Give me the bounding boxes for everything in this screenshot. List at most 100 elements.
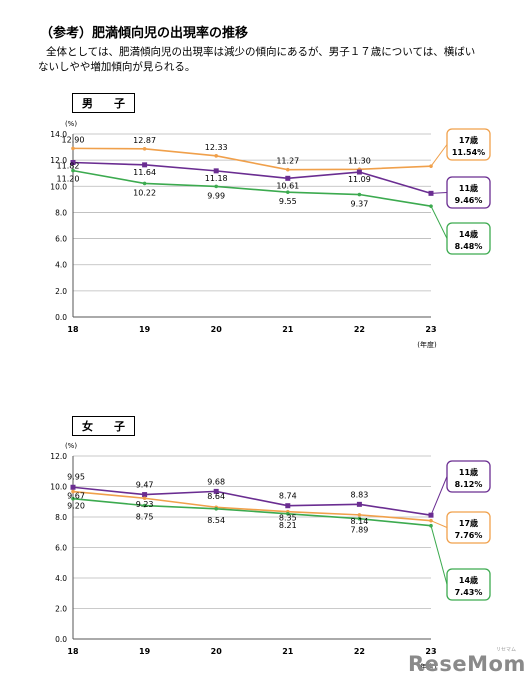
resemom-watermark-sub: リセマム [496,647,517,653]
girls-series-age11-point [142,492,148,498]
boys-series-age14-point [71,168,75,173]
boys-series-age11-point [142,162,148,168]
boys-series-age11-data-label: 11.09 [348,175,371,184]
girls-x-tick-label: 18 [67,647,79,656]
girls-series-age17-point [357,513,362,517]
boys-line-chart: 0.0 2.0 4.0 6.0 8.0 10.0 12.0 14.0 (%) (年度) 18 19 20… [50,120,491,349]
girls-series-age11-data-label: 8.74 [279,492,297,501]
page-heading: （参考）肥満傾向児の出現率の推移 [40,26,249,41]
boys-y-tick-label: 12.0 [50,156,67,165]
boys-y-tick-label: 14.0 [50,130,67,139]
boys-callout-age11-value: 9.46% [455,196,483,205]
girls-callout-age14-box [446,568,491,601]
boys-callout-age11-leader [430,192,448,194]
boys-chart-title: 男 子 [72,93,135,113]
boys-series-age11-point [356,169,362,175]
girls-x-tick-label: 23 [425,647,436,656]
girls-y-tick-label: 2.0 [55,605,67,614]
girls-series-age14-data-label: 8.54 [207,516,225,525]
boys-x-tick-label: 18 [67,325,79,334]
boys-series-age17-point [286,167,290,172]
girls-series-age17-data-label: 8.35 [279,514,297,523]
girls-callout-age14-name: 14歳 [459,575,478,585]
girls-callout-age11-name: 11歳 [459,467,478,477]
boys-y-tick-label: 4.0 [55,261,67,270]
girls-y-tick-label: 8.0 [55,513,67,522]
girls-series-age11-data-label: 9.68 [207,477,225,486]
boys-callout-age14-value: 8.48% [455,242,483,251]
boys-series-age14-point [286,190,290,194]
boys-series-age17-data-label: 11.30 [348,156,371,165]
boys-series-age14-data-label: 9.99 [207,191,225,200]
girls-series-age14-point [357,516,362,521]
boys-y-tick-label: 10.0 [50,182,67,191]
girls-series-age11-point [70,484,76,490]
girls-series-age17-point [142,496,147,501]
boys-series-age17-data-label: 12.90 [62,135,85,144]
boys-callout-age14-leader [430,205,448,239]
boys-callout-age11-name: 11歳 [459,183,478,193]
girls-series-age17-data-label: 8.14 [350,517,368,526]
girls-series-age17-point [71,489,75,494]
girls-series-age17-data-label: 9.67 [67,492,85,501]
girls-series-age14-data-label: 7.89 [350,526,368,535]
girls-y-tick-label: 6.0 [55,544,67,553]
boys-series-age14-data-label: 9.37 [350,200,368,209]
girls-x-tick-label: 19 [139,647,151,656]
boys-series-age11-point [285,175,291,181]
boys-callout-age17-box [446,128,491,161]
boys-y-tick-label: 6.0 [55,235,67,244]
girls-series-age14-point [286,511,290,516]
boys-y-tick-label: 0.0 [55,313,67,322]
girls-callout-age17-value: 7.76% [455,531,483,540]
girls-x-tick-label: 20 [211,647,223,656]
boys-y-axis-label: (%) [65,120,77,128]
boys-series-age17-point [71,146,75,151]
boys-callout-age14-box [446,222,491,255]
resemom-watermark-logo: ReseMom [408,652,524,676]
boys-y-tick-label: 2.0 [55,287,67,296]
girls-callout-age17-name: 17歳 [459,518,478,528]
boys-series-age11-point [70,159,76,165]
boys-series-age14-data-label: 11.20 [57,175,80,184]
girls-callout-age11-leader [430,476,448,516]
girls-x-tick-label: 22 [354,647,365,656]
boys-callout-age17-name: 17歳 [459,135,478,145]
girls-y-tick-label: 12.0 [50,452,67,461]
boys-callout-age11-box [446,176,491,209]
boys-series-age11-data-label: 11.82 [57,161,80,170]
boys-y-tick-label: 8.0 [55,208,67,217]
girls-series-age11-point [285,503,291,509]
boys-callout-age17-value: 11.54% [452,148,485,157]
girls-callout-age17-leader [430,520,448,528]
boys-series-age17-point [214,154,218,158]
boys-x-axis-label: (年度) [417,340,437,349]
boys-series-age14-point [214,184,218,189]
girls-series-age11-point [213,488,219,494]
girls-series-age17-data-label: 8.64 [207,492,225,501]
girls-series-age14-point [214,506,218,511]
girls-callout-age11-box [446,460,491,493]
boys-series-age14-point [429,204,433,208]
girls-series-age11-data-label: 9.47 [136,481,154,490]
girls-series-age11-data-label: 8.83 [350,490,368,499]
girls-callout-age17-box [446,511,491,544]
girls-series-age17-data-label: 9.23 [136,500,154,509]
page-description-line1: 全体としては、肥満傾向児の出現率は減少の傾向にあるが、男子１７歳については、横ば… [46,46,476,58]
girls-series-age14-point [142,503,147,508]
boys-x-tick-label: 20 [211,325,223,334]
girls-series-age14-data-label: 8.21 [279,521,297,530]
girls-chart-title: 女 子 [72,416,135,436]
boys-series-age17-line [72,147,432,171]
boys-x-tick-label: 21 [282,325,294,334]
girls-series-age14-data-label: 9.20 [67,502,85,511]
boys-series-age14-point [142,181,147,186]
girls-series-age14-line [72,497,432,527]
boys-series-age14-point [357,192,362,197]
boys-series-age11-line [72,161,432,195]
boys-series-age17-data-label: 12.33 [205,143,228,152]
boys-series-age11-data-label: 11.18 [205,174,228,183]
boys-series-age14-line [72,169,432,207]
girls-series-age11-data-label: 9.95 [67,472,85,481]
girls-series-age14-data-label: 8.75 [136,513,154,522]
